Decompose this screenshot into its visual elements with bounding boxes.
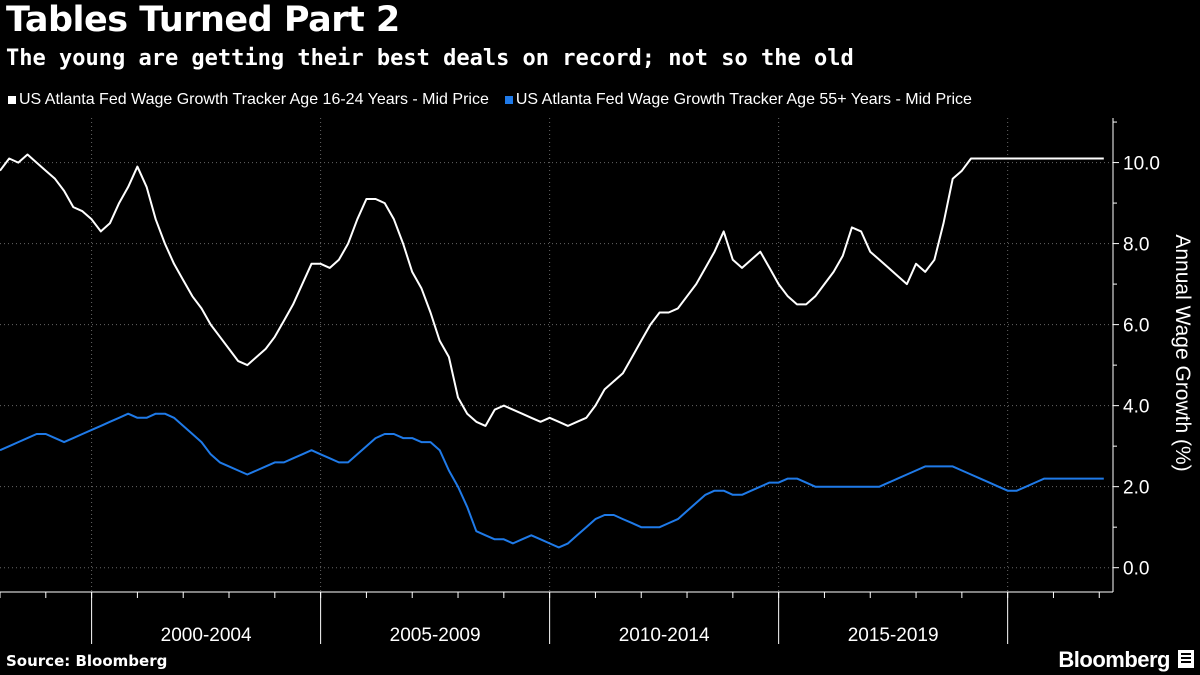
chart-subtitle: The young are getting their best deals o… [6,46,854,71]
chart-title: Tables Turned Part 2 [6,0,400,40]
legend-swatch-old [504,96,513,104]
legend-item-young: US Atlanta Fed Wage Growth Tracker Age 1… [8,91,489,109]
y-tick-label: 2.0 [1123,478,1149,499]
y-tick-label: 10.0 [1123,154,1160,175]
legend-label-old: US Atlanta Fed Wage Growth Tracker Age 5… [515,91,972,108]
y-axis-title: Annual Wage Growth (%) [1171,234,1194,471]
source-note: Source: Bloomberg [6,652,168,670]
y-tick-label: 8.0 [1123,235,1149,256]
y-tick-label: 4.0 [1123,397,1149,418]
x-period-label: 2005-2009 [390,625,481,646]
y-tick-label: 0.0 [1123,559,1149,580]
legend-label-young: US Atlanta Fed Wage Growth Tracker Age 1… [19,91,489,108]
bloomberg-logo: Bloomberg [1058,647,1170,672]
legend-swatch-young [8,96,16,104]
x-period-label: 2010-2014 [619,625,710,646]
x-period-label: 2000-2004 [161,625,252,646]
series-line-age-55-plus [0,412,1104,549]
legend-item-old: US Atlanta Fed Wage Growth Tracker Age 5… [504,91,972,109]
x-period-label: 2015-2019 [848,625,939,646]
chart-legend: US Atlanta Fed Wage Growth Tracker Age 1… [8,91,988,109]
y-tick-label: 6.0 [1123,316,1149,337]
series-line-age-16-24 [0,153,1104,427]
bloomberg-terminal-icon [1178,650,1194,668]
